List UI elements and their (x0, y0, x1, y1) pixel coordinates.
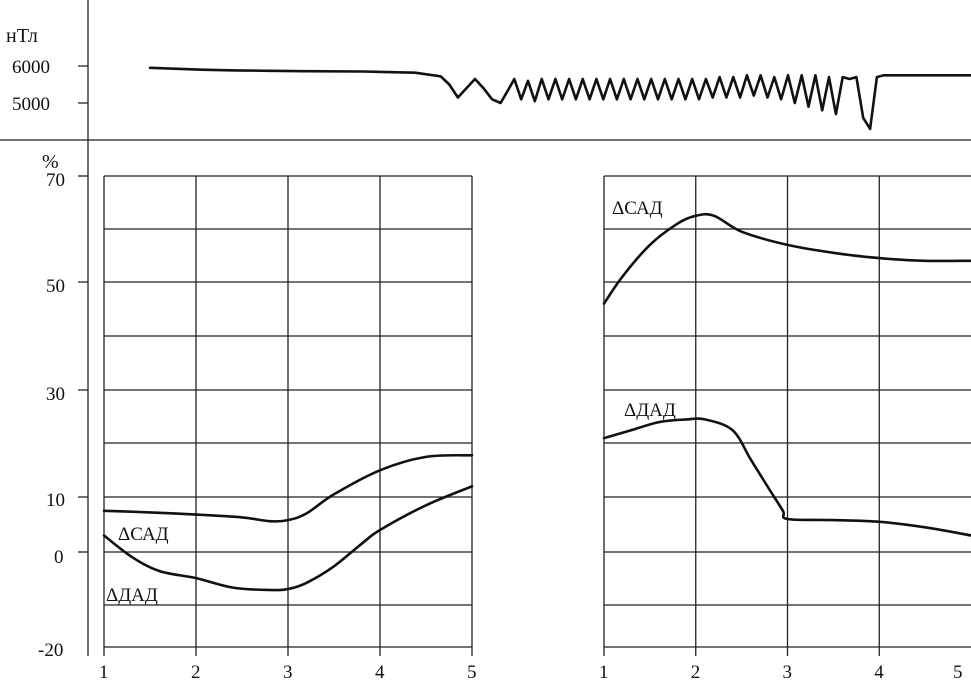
field-tick-5000: 5000 (12, 94, 50, 115)
field-curve (148, 66, 971, 131)
y-tick-0: 0 (54, 547, 64, 568)
percent-unit-label: % (42, 151, 59, 173)
left-delta-dad-label: ΔДАД (106, 585, 158, 606)
right-x-tick-labels: 1 2 3 4 5 (599, 662, 963, 683)
right-panel-grid (603, 175, 971, 656)
left-x-tick-3: 3 (283, 662, 293, 683)
y-tick-minus-20: -20 (38, 640, 63, 661)
left-x-tick-1: 1 (99, 662, 109, 683)
right-x-tick-3: 3 (783, 662, 793, 683)
right-delta-sad-curve (602, 212, 971, 305)
left-delta-dad-curve (102, 485, 474, 592)
right-x-tick-1: 1 (599, 662, 609, 683)
left-panel-grid (103, 175, 473, 656)
right-delta-dad-label: ΔДАД (624, 400, 676, 421)
right-delta-dad-curve (602, 417, 971, 537)
right-x-tick-2: 2 (691, 662, 701, 683)
right-x-tick-5: 5 (953, 662, 963, 683)
left-x-tick-2: 2 (191, 662, 201, 683)
y-tick-30: 30 (46, 384, 65, 405)
left-x-tick-5: 5 (467, 662, 477, 683)
right-delta-sad-label: ΔСАД (612, 198, 663, 219)
field-unit-label: нТл (6, 25, 38, 47)
y-tick-70: 70 (46, 170, 65, 191)
left-x-tick-4: 4 (375, 662, 385, 683)
y-tick-50: 50 (46, 276, 65, 297)
left-delta-sad-label: ΔСАД (118, 524, 169, 545)
left-delta-sad-curve (102, 453, 474, 523)
field-tick-6000: 6000 (12, 57, 50, 78)
y-tick-10: 10 (46, 490, 65, 511)
left-x-tick-labels: 1 2 3 4 5 (99, 662, 477, 683)
right-x-tick-4: 4 (874, 662, 884, 683)
